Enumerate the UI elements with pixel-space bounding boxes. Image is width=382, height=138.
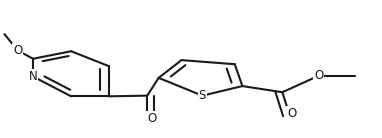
Text: S: S (199, 89, 206, 102)
Text: O: O (314, 69, 323, 82)
Text: O: O (287, 107, 296, 120)
Text: O: O (13, 44, 23, 57)
Text: N: N (29, 70, 37, 83)
Text: O: O (147, 112, 156, 125)
